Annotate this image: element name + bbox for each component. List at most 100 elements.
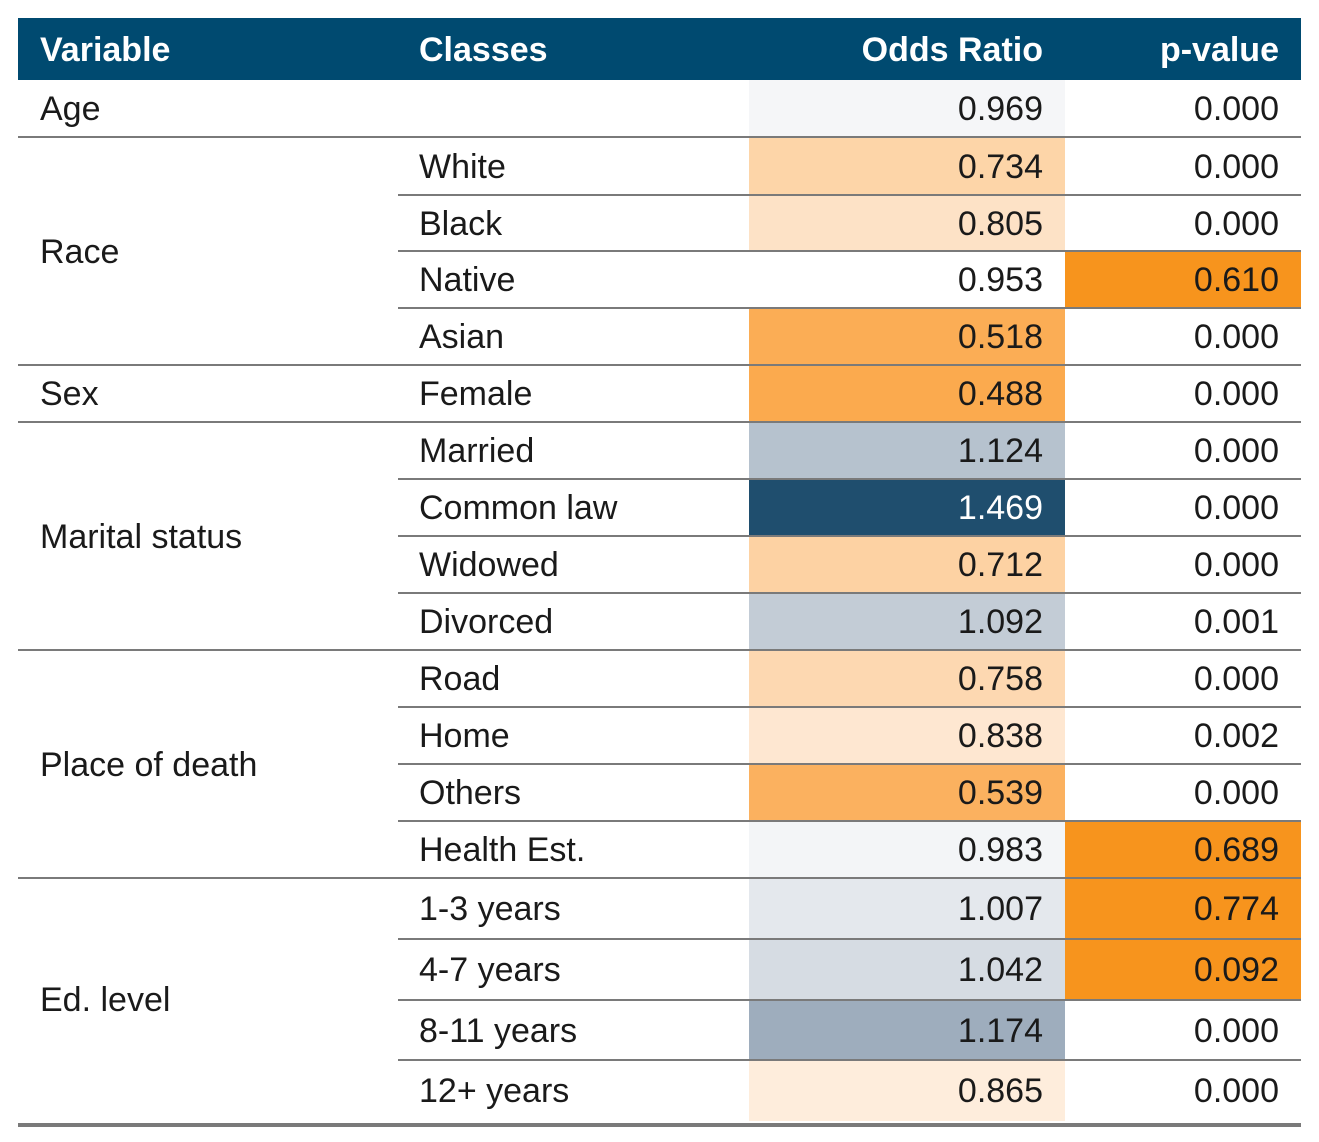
- table-row: Black 0.805 0.000: [18, 196, 1301, 252]
- odds-ratio-cell: 0.953: [957, 261, 1043, 299]
- row-divider: [398, 535, 1301, 537]
- header-classes: Classes: [419, 31, 548, 69]
- row-divider: [398, 307, 1301, 309]
- p-value-cell: 0.000: [1193, 1011, 1279, 1050]
- variable-label: Race: [40, 232, 120, 271]
- odds-ratio-cell: 0.758: [749, 651, 1065, 708]
- row-divider: [398, 706, 1301, 708]
- class-cell: Common law: [419, 489, 618, 527]
- p-value-cell: 0.000: [1193, 204, 1279, 243]
- variable-label: Place of death: [40, 745, 258, 784]
- group-divider: [18, 364, 1301, 366]
- table-row: 8-11 years 1.174 0.000: [18, 1001, 1301, 1061]
- table-row: Asian 0.518 0.000: [18, 309, 1301, 366]
- table-body: 0.969 0.000 Age White 0.734 0.000 Black 0.805 0.…: [18, 80, 1301, 1127]
- row-divider: [398, 1059, 1301, 1061]
- table-row: 4-7 years 1.042 0.092: [18, 940, 1301, 1001]
- table-row: Native 0.953 0.610: [18, 252, 1301, 309]
- class-cell: 4-7 years: [419, 951, 561, 989]
- row-group: 1-3 years 1.007 0.774 4-7 years 1.042 0.092 8-…: [18, 879, 1301, 1127]
- p-value-cell: 0.000: [1193, 318, 1279, 356]
- row-divider: [398, 250, 1301, 252]
- class-cell: White: [419, 147, 506, 186]
- p-value-cell: 0.689: [1065, 822, 1301, 879]
- odds-ratio-cell: 0.838: [749, 708, 1065, 765]
- odds-ratio-cell: 0.983: [749, 822, 1065, 879]
- row-divider: [398, 478, 1301, 480]
- p-value-cell: 0.000: [1193, 1071, 1279, 1110]
- odds-ratio-cell: 1.007: [749, 879, 1065, 940]
- p-value-cell: 0.002: [1193, 717, 1279, 755]
- table-row: Married 1.124 0.000: [18, 423, 1301, 480]
- header-odds-ratio: Odds Ratio: [861, 31, 1043, 69]
- odds-ratio-cell: 0.518: [749, 309, 1065, 366]
- row-divider: [398, 820, 1301, 822]
- variable-label: Ed. level: [40, 980, 171, 1019]
- variable-label: Age: [40, 89, 101, 128]
- odds-ratio-cell: 1.092: [749, 594, 1065, 651]
- class-cell: Black: [419, 204, 503, 243]
- table-row: 12+ years 0.865 0.000: [18, 1061, 1301, 1121]
- class-cell: 12+ years: [419, 1071, 570, 1110]
- p-value-cell: 0.000: [1193, 489, 1279, 527]
- table-row: Others 0.539 0.000: [18, 765, 1301, 822]
- table-row: Divorced 1.092 0.001: [18, 594, 1301, 651]
- p-value-cell: 0.000: [1193, 89, 1279, 128]
- class-cell: Health Est.: [419, 831, 586, 869]
- odds-ratio-cell: 0.865: [749, 1061, 1065, 1121]
- odds-ratio-cell: 1.469: [749, 480, 1065, 537]
- odds-ratio-cell: 0.539: [749, 765, 1065, 822]
- header-p-value: p-value: [1159, 31, 1279, 69]
- variable-label: Sex: [40, 375, 99, 413]
- row-divider: [398, 999, 1301, 1001]
- p-value-cell: 0.000: [1193, 546, 1279, 584]
- row-divider: [398, 938, 1301, 940]
- odds-ratio-cell: 0.734: [749, 138, 1065, 196]
- p-value-cell: 0.774: [1065, 879, 1301, 940]
- p-value-cell: 0.000: [1193, 432, 1279, 470]
- class-cell: 8-11 years: [419, 1011, 578, 1050]
- class-cell: Others: [419, 774, 522, 812]
- group-divider: [18, 877, 1301, 879]
- table-row: White 0.734 0.000: [18, 138, 1301, 196]
- odds-ratio-cell: 1.124: [749, 423, 1065, 480]
- p-value-cell: 0.000: [1193, 375, 1279, 413]
- group-divider: [18, 136, 1301, 138]
- group-divider: [18, 649, 1301, 651]
- table-row: Road 0.758 0.000: [18, 651, 1301, 708]
- p-value-cell: 0.000: [1193, 660, 1279, 698]
- class-cell: [419, 80, 749, 138]
- header-variable: Variable: [40, 31, 171, 69]
- odds-ratio-cell: 1.174: [749, 1001, 1065, 1061]
- row-group: 0.969 0.000 Age: [18, 80, 1301, 138]
- variable-label: Marital status: [40, 517, 243, 556]
- class-cell: Divorced: [419, 603, 554, 641]
- class-cell: Asian: [419, 318, 505, 356]
- table-row: Health Est. 0.983 0.689: [18, 822, 1301, 879]
- row-divider: [398, 763, 1301, 765]
- p-value-cell: 0.610: [1065, 252, 1301, 309]
- table-row: 1-3 years 1.007 0.774: [18, 879, 1301, 940]
- table-header: Variable Classes Odds Ratio p-value: [18, 18, 1301, 80]
- table-row: Home 0.838 0.002: [18, 708, 1301, 765]
- row-group: White 0.734 0.000 Black 0.805 0.000 Native 0.95…: [18, 138, 1301, 366]
- odds-ratio-cell: 0.805: [749, 196, 1065, 252]
- p-value-cell: 0.001: [1193, 603, 1279, 641]
- p-value-cell: 0.000: [1193, 147, 1279, 186]
- p-value-cell: 0.000: [1193, 774, 1279, 812]
- table-row: 0.969 0.000: [18, 80, 1301, 138]
- odds-ratio-cell: 0.712: [749, 537, 1065, 594]
- row-group: Road 0.758 0.000 Home 0.838 0.002 Others 0.539 0…: [18, 651, 1301, 879]
- table-row: Widowed 0.712 0.000: [18, 537, 1301, 594]
- odds-ratio-cell: 0.969: [749, 80, 1065, 138]
- row-group: Female 0.488 0.000 Sex: [18, 366, 1301, 423]
- row-divider: [398, 194, 1301, 196]
- odds-ratio-cell: 1.042: [749, 940, 1065, 1001]
- class-cell: Road: [419, 660, 501, 698]
- odds-ratio-cell: 0.488: [749, 366, 1065, 423]
- odds-ratio-table: Variable Classes Odds Ratio p-value 0.96…: [18, 18, 1301, 1127]
- table-row: Common law 1.469 0.000: [18, 480, 1301, 537]
- class-cell: Home: [419, 717, 510, 755]
- row-group: Married 1.124 0.000 Common law 1.469 0.000 Wid…: [18, 423, 1301, 651]
- group-divider: [18, 421, 1301, 423]
